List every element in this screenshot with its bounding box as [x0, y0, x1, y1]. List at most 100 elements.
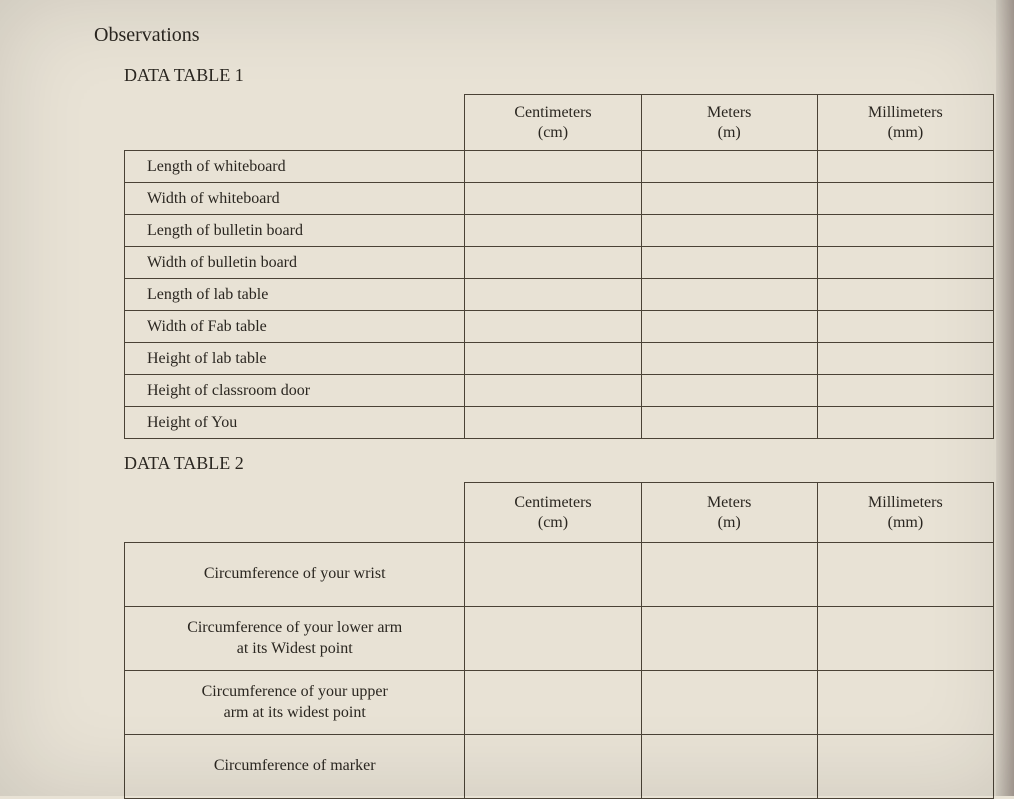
data-cell-mm[interactable] — [817, 151, 993, 183]
table-header-row: Centimeters (cm) Meters (m) Millimeters … — [125, 483, 994, 543]
column-header-line1: Millimeters — [868, 494, 943, 511]
column-header-line1: Millimeters — [868, 104, 943, 121]
data-cell-m[interactable] — [641, 735, 817, 799]
data-cell-cm[interactable] — [465, 543, 641, 607]
column-header-m: Meters (m) — [641, 95, 817, 151]
page-edge-shadow — [996, 0, 1014, 796]
row-label: Length of lab table — [125, 279, 465, 311]
table-row: Width of bulletin board — [125, 247, 994, 279]
column-header-line2: (m) — [718, 514, 741, 531]
data-cell-mm[interactable] — [817, 607, 993, 671]
data-cell-cm[interactable] — [465, 183, 641, 215]
data-cell-mm[interactable] — [817, 311, 993, 343]
data-cell-cm[interactable] — [465, 311, 641, 343]
data-cell-mm[interactable] — [817, 735, 993, 799]
data-cell-cm[interactable] — [465, 375, 641, 407]
table-row: Length of lab table — [125, 279, 994, 311]
row-label: Width of whiteboard — [125, 183, 465, 215]
data-cell-mm[interactable] — [817, 375, 993, 407]
section-title: Observations — [94, 24, 970, 47]
data-cell-mm[interactable] — [817, 343, 993, 375]
row-label: Length of bulletin board — [125, 215, 465, 247]
row-label: Circumference of your upper arm at its wi… — [125, 671, 465, 735]
data-table-1: Centimeters (cm) Meters (m) Millimeters … — [124, 94, 970, 439]
column-header-cm: Centimeters (cm) — [465, 483, 641, 543]
column-header-line1: Centimeters — [514, 104, 591, 121]
data-cell-m[interactable] — [641, 375, 817, 407]
table-row: Width of Fab table — [125, 311, 994, 343]
table-row: Circumference of your wrist — [125, 543, 994, 607]
row-label-line2: arm at its widest point — [224, 704, 366, 721]
column-header-line1: Meters — [707, 104, 751, 121]
data-cell-mm[interactable] — [817, 407, 993, 439]
table: Centimeters (cm) Meters (m) Millimeters … — [124, 482, 994, 799]
data-cell-m[interactable] — [641, 151, 817, 183]
row-label: Circumference of marker — [125, 735, 465, 799]
table-row: Length of bulletin board — [125, 215, 994, 247]
row-label-line1: Circumference of your wrist — [204, 565, 386, 582]
data-cell-mm[interactable] — [817, 215, 993, 247]
row-label-line1: Circumference of your upper — [202, 683, 388, 700]
row-label-line1: Circumference of your lower arm — [187, 619, 402, 636]
data-cell-cm[interactable] — [465, 151, 641, 183]
table-row: Height of You — [125, 407, 994, 439]
column-header-line2: (m) — [718, 124, 741, 141]
table-body: Circumference of your wrist Circumference… — [125, 543, 994, 799]
data-cell-m[interactable] — [641, 671, 817, 735]
data-cell-m[interactable] — [641, 543, 817, 607]
blank-header-cell — [125, 483, 465, 543]
row-label: Width of bulletin board — [125, 247, 465, 279]
column-header-line2: (cm) — [538, 124, 568, 141]
data-cell-m[interactable] — [641, 183, 817, 215]
data-cell-m[interactable] — [641, 215, 817, 247]
table-row: Width of whiteboard — [125, 183, 994, 215]
data-cell-cm[interactable] — [465, 279, 641, 311]
data-cell-cm[interactable] — [465, 215, 641, 247]
row-label: Length of whiteboard — [125, 151, 465, 183]
data-cell-m[interactable] — [641, 607, 817, 671]
data-cell-cm[interactable] — [465, 735, 641, 799]
column-header-cm: Centimeters (cm) — [465, 95, 641, 151]
row-label: Height of You — [125, 407, 465, 439]
table1-title: DATA TABLE 1 — [124, 65, 970, 86]
column-header-line1: Meters — [707, 494, 751, 511]
data-cell-cm[interactable] — [465, 247, 641, 279]
table-body: Length of whiteboardWidth of whiteboardL… — [125, 151, 994, 439]
column-header-m: Meters (m) — [641, 483, 817, 543]
table-row: Height of lab table — [125, 343, 994, 375]
data-table-2: Centimeters (cm) Meters (m) Millimeters … — [124, 482, 970, 799]
column-header-line2: (cm) — [538, 514, 568, 531]
data-cell-mm[interactable] — [817, 247, 993, 279]
table-header-row: Centimeters (cm) Meters (m) Millimeters … — [125, 95, 994, 151]
row-label-line2: at its Widest point — [237, 640, 353, 657]
table-row: Height of classroom door — [125, 375, 994, 407]
data-cell-m[interactable] — [641, 311, 817, 343]
worksheet-page: Observations DATA TABLE 1 Centimeters (c… — [44, 24, 970, 799]
blank-header-cell — [125, 95, 465, 151]
table-row: Circumference of your upper arm at its wi… — [125, 671, 994, 735]
table-row: Length of whiteboard — [125, 151, 994, 183]
row-label: Width of Fab table — [125, 311, 465, 343]
column-header-line2: (mm) — [888, 124, 924, 141]
data-cell-m[interactable] — [641, 279, 817, 311]
table-row: Circumference of your lower arm at its Wi… — [125, 607, 994, 671]
table: Centimeters (cm) Meters (m) Millimeters … — [124, 94, 994, 439]
data-cell-cm[interactable] — [465, 671, 641, 735]
data-cell-m[interactable] — [641, 407, 817, 439]
table-row: Circumference of marker — [125, 735, 994, 799]
row-label-line1: Circumference of marker — [214, 757, 376, 774]
row-label: Height of classroom door — [125, 375, 465, 407]
data-cell-mm[interactable] — [817, 671, 993, 735]
data-cell-cm[interactable] — [465, 343, 641, 375]
column-header-line2: (mm) — [888, 514, 924, 531]
data-cell-m[interactable] — [641, 343, 817, 375]
data-cell-mm[interactable] — [817, 279, 993, 311]
data-cell-mm[interactable] — [817, 183, 993, 215]
data-cell-cm[interactable] — [465, 607, 641, 671]
data-cell-cm[interactable] — [465, 407, 641, 439]
data-cell-mm[interactable] — [817, 543, 993, 607]
row-label: Circumference of your wrist — [125, 543, 465, 607]
data-cell-m[interactable] — [641, 247, 817, 279]
column-header-mm: Millimeters (mm) — [817, 95, 993, 151]
column-header-mm: Millimeters (mm) — [817, 483, 993, 543]
